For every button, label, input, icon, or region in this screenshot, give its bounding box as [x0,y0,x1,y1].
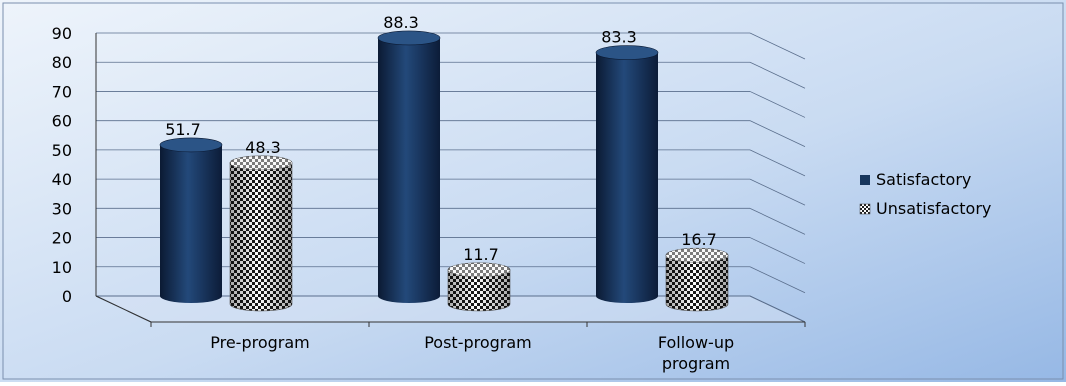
bar-satisfactory [595,45,659,303]
bar-body [378,37,440,304]
bar-unsatisfactory [665,247,729,312]
data-label: 11.7 [463,245,499,264]
gridline-depth [749,207,806,235]
bar-body [160,144,222,303]
legend-swatch-unsatisfactory [859,203,871,215]
bar-shading [230,162,292,311]
gridline-depth [749,120,806,148]
gridline-depth [749,61,806,89]
bar-cap [595,45,659,60]
y-tick-label: 20 [52,229,72,248]
x-tick-label: program [662,354,730,373]
y-tick-label: 70 [52,82,72,101]
gridline-depth [749,91,806,118]
y-tick-label: 0 [62,287,72,306]
gridline-depth [749,266,806,294]
gridline-depth [749,237,806,264]
bar-cap [377,30,441,46]
y-tick-label: 40 [52,170,72,189]
x-tick-label: Pre-program [210,333,310,352]
bar-cap [159,137,223,153]
data-label: 48.3 [245,138,281,157]
legend-label: Satisfactory [876,170,971,189]
gridline-depth [749,149,806,177]
x-tick-label: Follow-up [658,333,734,352]
gridline-depth [749,295,806,323]
bar-shading [448,269,510,311]
y-tick-label: 60 [52,112,72,131]
x-axis-depth [95,295,152,323]
y-tick-label: 10 [52,258,72,277]
data-label: 16.7 [681,230,717,249]
chart-border [2,2,1064,380]
legend-label: Unsatisfactory [876,199,991,218]
gridline-depth [749,178,806,206]
bar-cap-pattern [666,248,728,263]
y-tick-label: 30 [52,199,72,218]
y-tick-label: 80 [52,53,72,72]
bar-shading [666,255,728,311]
data-label: 88.3 [383,13,419,32]
bar-satisfactory [377,30,441,304]
bar-satisfactory [159,137,223,303]
data-label: 51.7 [165,120,201,139]
bar-body [596,52,658,303]
bar-unsatisfactory [229,155,293,312]
gridline-depth [749,32,806,60]
bar-cap-pattern [448,262,510,277]
y-tick-label: 50 [52,141,72,160]
x-tick-label: Post-program [424,333,532,352]
legend-swatch-satisfactory [860,175,870,185]
bar-cap-pattern [230,155,292,170]
y-tick-label: 90 [52,24,72,43]
data-label: 83.3 [601,28,637,47]
bar-unsatisfactory [447,262,511,312]
